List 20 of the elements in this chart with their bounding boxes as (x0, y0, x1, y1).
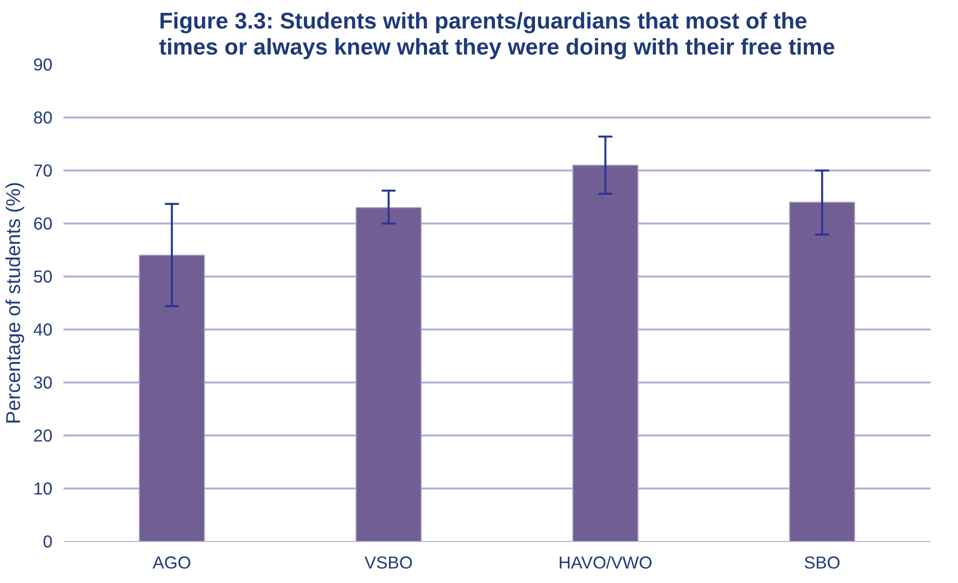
y-tick-label: 50 (33, 266, 53, 286)
x-tick-label: HAVO/VWO (558, 552, 652, 572)
y-tick-label: 30 (33, 372, 53, 392)
x-tick-label: AGO (152, 552, 192, 572)
y-tick-label: 80 (33, 108, 53, 128)
bar (572, 164, 638, 542)
chart-title: Figure 3.3: Students with parents/guardians that most of the times or always knew what they were doing with their free time (158, 8, 836, 60)
y-tick-label: 0 (42, 532, 53, 552)
y-tick-label: 60 (33, 214, 53, 234)
bar (356, 207, 422, 542)
y-tick-label: 20 (33, 426, 53, 446)
y-tick-label: 70 (33, 160, 53, 180)
bar (138, 254, 205, 542)
bar (789, 202, 856, 542)
y-tick-label: 10 (33, 478, 53, 498)
y-tick-label: 40 (33, 320, 53, 340)
y-tick-label: 90 (33, 54, 53, 74)
x-tick-label: VSBO (364, 552, 413, 572)
x-tick-label: SBO (804, 552, 840, 572)
y-axis-title: Percentage of students (%) (3, 182, 26, 424)
